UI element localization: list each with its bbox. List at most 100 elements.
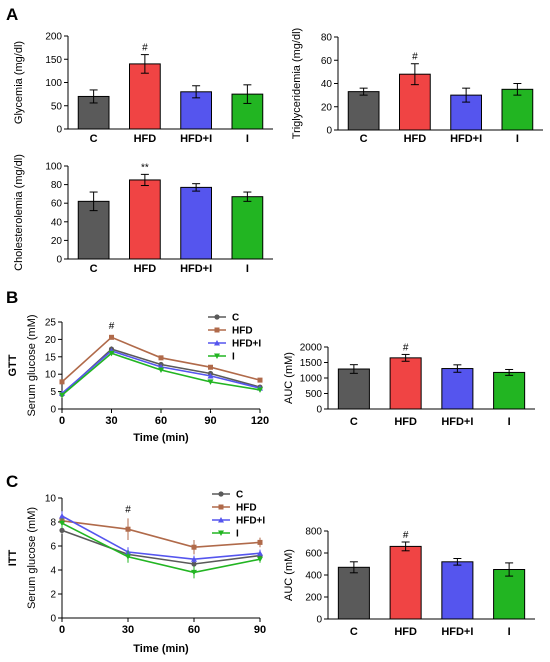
legend-label: HFD+I	[232, 339, 261, 350]
bar-hfd-plus-i	[441, 561, 474, 620]
y-tick-label: 0	[50, 614, 56, 625]
bar-c	[337, 368, 370, 410]
data-point	[207, 372, 214, 379]
x-tick-label: 120	[251, 415, 269, 427]
y-tick-label: 5	[50, 387, 56, 398]
x-category-label: I	[508, 626, 511, 638]
y-tick-label: 2000	[300, 343, 323, 354]
y-axis-label: AUC (mM)	[283, 352, 295, 404]
y-tick-label: 1500	[300, 358, 323, 369]
line-chart-3: 0 5 10 15 20 25 Serum glucose (mM) 0 30 60 90 120 Ti…	[7, 313, 269, 445]
x-tick-label: 30	[122, 624, 134, 636]
x-tick-label: 0	[59, 624, 65, 636]
y-tick-label: 20	[321, 102, 333, 113]
data-point	[257, 556, 263, 563]
y-tick-label: 2	[50, 590, 56, 601]
data-point	[125, 526, 131, 532]
y-axis-label: Glycemia (mg/dl)	[13, 41, 25, 124]
y-axis-label: Serum glucose (mM)	[26, 314, 38, 416]
x-tick-label: 0	[59, 415, 65, 427]
data-point	[125, 554, 131, 560]
x-category-label: HFD+I	[180, 133, 212, 145]
x-category-label: HFD	[134, 133, 157, 145]
data-point	[158, 355, 164, 361]
data-point	[191, 569, 197, 576]
bar-c	[337, 566, 370, 620]
x-category-label: C	[90, 263, 98, 275]
x-category-label: HFD+I	[180, 263, 212, 275]
y-tick-label: 15	[45, 352, 57, 363]
data-point	[59, 379, 65, 385]
series-line-i	[61, 522, 261, 574]
significance-marker: #	[142, 43, 148, 54]
y-tick-label: 10	[45, 494, 57, 505]
x-category-label: HFD	[134, 263, 157, 275]
bar-chart-4: 0 500 1000 1500 2000 AUC (mM) C HFD # HFD+I I	[283, 342, 535, 428]
x-tick-label: 30	[105, 415, 117, 427]
x-category-label: I	[246, 133, 249, 145]
x-category-label: I	[508, 416, 511, 428]
y-tick-label: 400	[305, 571, 322, 582]
series-line-hfd-plus-i	[61, 515, 261, 561]
significance-marker: #	[412, 52, 418, 63]
y-tick-label: 6	[50, 542, 56, 553]
data-point	[257, 539, 263, 545]
y-tick-label: 200	[305, 593, 322, 604]
bar-chart-1: 0 20 40 60 80 Triglyceridemia (mg/dl) C HFD # HFD…	[291, 28, 543, 145]
y-tick-label: 60	[321, 56, 333, 67]
legend-label: C	[232, 313, 239, 324]
x-tick-label: 60	[188, 624, 200, 636]
x-category-label: HFD+I	[450, 133, 482, 145]
data-point	[108, 350, 115, 357]
y-tick-label: 40	[51, 217, 63, 228]
legend-marker	[214, 314, 220, 320]
x-category-label: C	[350, 416, 358, 428]
series-line-hfd	[61, 520, 261, 549]
y-tick-label: 20	[51, 236, 63, 247]
panel-label-b: B	[6, 288, 18, 307]
data-point	[207, 379, 214, 385]
y-tick-label: 200	[45, 32, 62, 43]
bar-chart-0: 0 50 100 150 200 Glycemia (mg/dl) C HFD # HFD+I I	[13, 32, 273, 145]
y-tick-label: 150	[45, 55, 62, 66]
y-tick-label: 0	[316, 405, 322, 416]
y-tick-label: 800	[305, 527, 322, 538]
y-tick-label: 60	[51, 199, 63, 210]
y-tick-label: 25	[45, 318, 57, 329]
bar-hfd-plus-i	[441, 368, 474, 410]
legend-marker	[218, 530, 224, 536]
significance-marker: #	[403, 530, 409, 541]
x-tick-label: 90	[254, 624, 266, 636]
legend-marker	[214, 353, 220, 359]
x-category-label: I	[516, 133, 519, 145]
legend-marker	[218, 517, 224, 523]
legend-label: HFD+I	[236, 516, 265, 527]
data-point	[257, 387, 263, 393]
y-tick-label: 0	[56, 255, 62, 266]
side-label: ITT	[7, 549, 19, 566]
y-tick-label: 500	[305, 389, 322, 400]
y-axis-label: Serum glucose (mM)	[26, 507, 38, 609]
bar-chart-6: 0 200 400 600 800 AUC (mM) C HFD # HFD+I I	[283, 527, 535, 638]
y-tick-label: 80	[51, 180, 63, 191]
legend-label: I	[232, 352, 235, 363]
data-point	[59, 520, 65, 527]
data-point	[191, 561, 197, 567]
x-category-label: HFD+I	[441, 416, 473, 428]
x-category-label: HFD	[404, 133, 427, 145]
data-point	[59, 527, 65, 534]
y-tick-label: 100	[45, 162, 62, 173]
bar-i	[493, 569, 526, 620]
y-tick-label: 10	[45, 370, 57, 381]
y-tick-label: 0	[316, 615, 322, 626]
y-tick-label: 50	[51, 101, 63, 112]
y-tick-label: 80	[321, 33, 333, 44]
bar-hfd	[389, 545, 422, 620]
y-axis-label: AUC (mM)	[283, 549, 295, 601]
y-tick-label: 0	[50, 405, 56, 416]
legend-label: HFD	[232, 326, 253, 337]
x-category-label: I	[246, 263, 249, 275]
legend-label: I	[236, 529, 239, 540]
y-tick-label: 0	[326, 126, 332, 137]
